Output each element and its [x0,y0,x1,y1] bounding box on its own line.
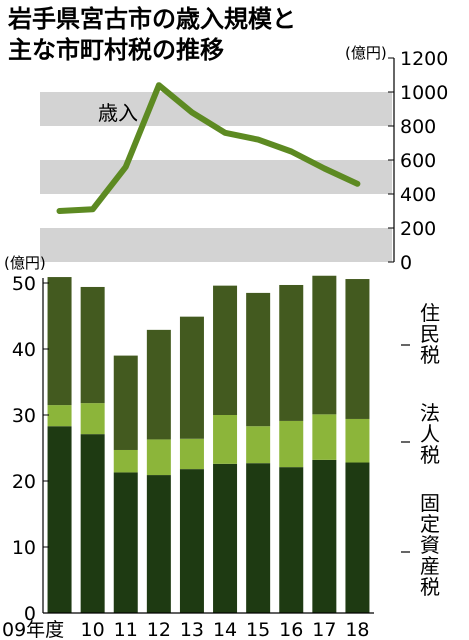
bar-segment [179,469,204,613]
bottom-chart-axis: 0 10 20 30 40 50 [12,273,374,625]
bar-segment [213,463,238,613]
x-axis-labels: 09年度 10 11 12 13 14 15 16 17 18 [2,619,370,640]
bar-segment [47,277,72,406]
bar-segment [213,415,238,464]
revenue-point [156,82,162,88]
top-y-tick-label: 400 [400,184,436,206]
x-tick-label: 16 [279,619,303,640]
grid-band-1 [40,228,392,262]
bar-segment [146,439,171,476]
revenue-line-layer: 歳入 [56,82,361,214]
bar-segment [113,449,138,473]
bar-segment [345,418,370,463]
top-y-tick-label: 1200 [400,48,448,70]
title-line-1: 岩手県宮古市の歳入規模と [8,5,296,33]
bar-segment [113,355,138,450]
top-y-tick-label: 1000 [400,82,448,104]
bar-segment [80,434,105,613]
bar-segment [279,420,304,468]
bottom-y-tick-label: 20 [12,471,36,493]
bar-segment [279,284,304,421]
revenue-point [189,109,195,115]
bar-segment [146,475,171,613]
revenue-point [222,130,228,136]
grid-band-3 [40,92,392,126]
bar-segment [246,463,271,613]
revenue-point [288,149,294,154]
bar-segment [345,462,370,613]
revenue-series-label: 歳入 [98,101,138,125]
bottom-unit-label: (億円) [4,254,46,272]
bar-segment [113,472,138,613]
bar-segment [312,275,337,415]
bar-segment [179,438,204,470]
top-unit-label: (億円) [345,44,387,62]
top-y-tick-label: 200 [400,218,436,240]
chart-title: 岩手県宮古市の歳入規模と 主な市町村税の推移 [8,4,358,66]
bottom-y-tick-label: 0 [24,603,36,625]
bar-segment [47,426,72,613]
bar-segment [213,285,238,415]
x-tick-label: 17 [312,619,336,640]
legend-label: 法人税 [420,401,440,467]
title-line-2: 主な市町村税の推移 [8,36,224,64]
top-y-tick-label: 0 [400,252,412,274]
top-y-tick-label: 800 [400,116,436,138]
bar-segment [146,329,171,440]
bottom-y-tick-label: 40 [12,339,36,361]
x-tick-label: 15 [246,619,270,640]
top-chart-bands [40,92,392,262]
bar-segment [80,403,105,435]
grid-band-2 [40,160,392,194]
x-tick-label: 13 [180,619,204,640]
x-tick-label: 18 [345,619,369,640]
x-tick-label: 14 [213,619,237,640]
bar-segment [246,292,271,427]
bar-segment [312,459,337,613]
bar-segment [279,467,304,613]
top-y-tick-label: 600 [400,150,436,172]
bar-segment [80,286,105,404]
revenue-point [90,206,96,212]
bottom-y-tick-label: 30 [12,405,36,427]
revenue-point [354,181,360,187]
bar-segment [312,414,337,460]
x-tick-label: 09年度 [2,619,64,640]
revenue-line [56,82,361,214]
x-tick-label: 10 [81,619,105,640]
revenue-point [321,166,327,171]
legend-label: 住民税 [420,301,440,367]
bar-segment [345,279,370,419]
x-tick-label: 11 [114,619,138,640]
bar-segment [47,405,72,427]
bottom-y-tick-label: 50 [12,273,36,295]
revenue-point [255,137,261,143]
top-chart-axis: 0 200 400 600 800 1000 1200 [388,48,448,274]
bar-chart-bars [47,275,370,613]
revenue-point [57,208,63,214]
revenue-point [123,164,129,170]
x-tick-label: 12 [147,619,171,640]
bottom-y-tick-label: 10 [12,537,36,559]
legend-label: 固定資産税 [420,491,440,599]
bar-segment [246,426,271,464]
bar-segment [179,316,204,439]
